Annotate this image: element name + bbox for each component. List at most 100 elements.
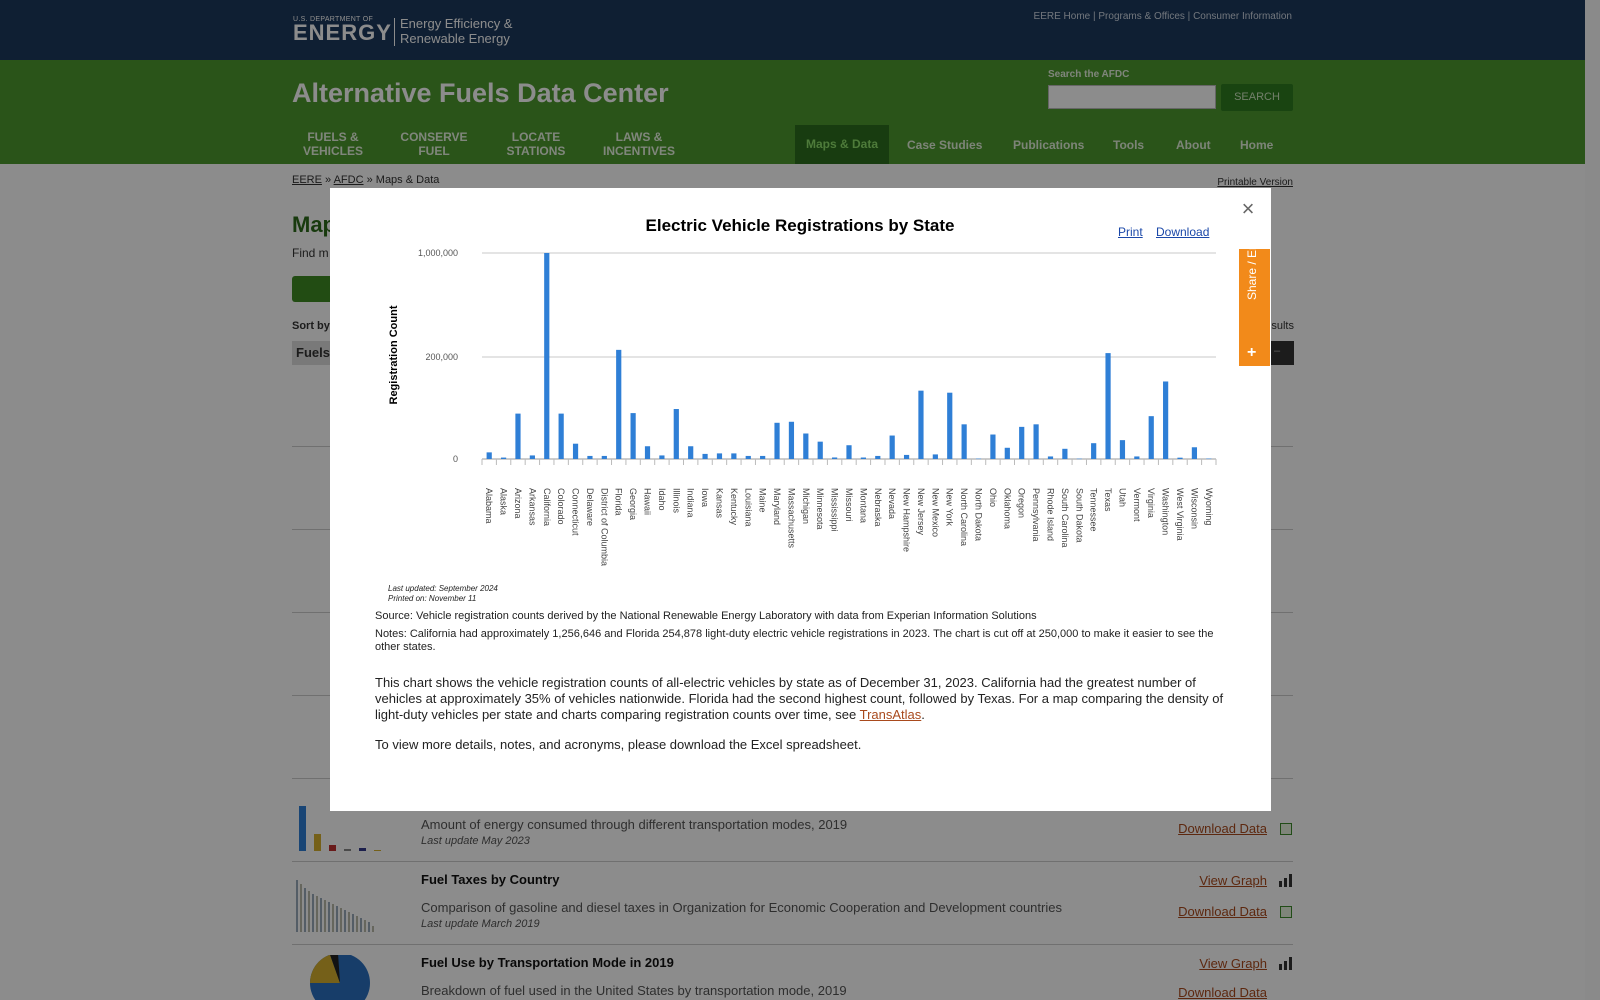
x-tick-label: Texas bbox=[1103, 488, 1113, 512]
nav-label-line: STATIONS bbox=[506, 144, 566, 158]
bar bbox=[616, 349, 622, 459]
page-scrollbar[interactable] bbox=[1585, 0, 1600, 1000]
spreadsheet-icon[interactable] bbox=[1280, 906, 1292, 918]
nav-label-line: FUEL bbox=[418, 144, 450, 158]
list-divider bbox=[292, 944, 1293, 945]
search-input[interactable] bbox=[1048, 85, 1216, 109]
item-title[interactable]: Fuel Use by Transportation Mode in 2019 bbox=[421, 955, 674, 970]
bar-chart-icon[interactable] bbox=[1278, 874, 1292, 887]
print-link[interactable]: Print bbox=[1118, 225, 1143, 239]
nav-tools[interactable]: Tools bbox=[1113, 138, 1145, 152]
x-tick-label: Washington bbox=[1161, 488, 1171, 535]
bar bbox=[500, 457, 507, 459]
x-tick-label: District of Columbia bbox=[599, 488, 609, 566]
chart-description-2: To view more details, notes, and acronym… bbox=[375, 737, 862, 752]
bar bbox=[1134, 456, 1140, 459]
filter-button[interactable] bbox=[292, 276, 332, 302]
nav-conserve-fuel[interactable]: CONSERVE FUEL bbox=[398, 130, 470, 158]
x-tick-label: Maine bbox=[758, 488, 768, 513]
transatlas-link[interactable]: TransAtlas bbox=[859, 707, 922, 722]
bar bbox=[529, 455, 535, 459]
x-tick-label: Alaska bbox=[499, 488, 509, 515]
breadcrumb: EERE » AFDC » Maps & Data bbox=[292, 174, 440, 186]
logo-divider bbox=[394, 18, 395, 46]
printed-on-text: Printed on: November 11 bbox=[388, 594, 477, 603]
nav-about[interactable]: About bbox=[1176, 138, 1211, 152]
site-title[interactable]: Alternative Fuels Data Center bbox=[292, 78, 669, 108]
printable-version-link[interactable]: Printable Version bbox=[1217, 177, 1293, 188]
download-data-link[interactable]: Download Data bbox=[1178, 985, 1267, 1000]
y-tick-label: 1,000,000 bbox=[418, 248, 458, 258]
item-description: Amount of energy consumed through differ… bbox=[421, 817, 848, 832]
view-graph-link[interactable]: View Graph bbox=[1199, 873, 1267, 888]
view-graph-link[interactable]: View Graph bbox=[1199, 956, 1267, 971]
bar bbox=[558, 413, 564, 459]
bar bbox=[702, 453, 708, 459]
chart-description: This chart shows the vehicle registratio… bbox=[375, 675, 1235, 723]
x-tick-label: California bbox=[542, 488, 552, 526]
download-data-link[interactable]: Download Data bbox=[1178, 904, 1267, 919]
nav-case-studies[interactable]: Case Studies bbox=[907, 138, 983, 152]
nav-publications[interactable]: Publications bbox=[1013, 138, 1085, 152]
bar bbox=[875, 455, 881, 459]
thumbnail-fuel-taxes[interactable] bbox=[294, 876, 386, 936]
nav-locate-stations[interactable]: LOCATE STATIONS bbox=[504, 130, 568, 158]
bar bbox=[947, 392, 953, 459]
description-end: . bbox=[921, 707, 925, 722]
sort-by-label: Sort by bbox=[292, 320, 330, 332]
bar bbox=[903, 454, 910, 459]
x-tick-label: Kansas bbox=[714, 488, 724, 519]
eere-home-link[interactable]: EERE Home bbox=[1033, 11, 1091, 22]
bar bbox=[716, 453, 723, 459]
item-title[interactable]: Fuel Taxes by Country bbox=[421, 872, 560, 887]
x-tick-label: Florida bbox=[614, 488, 624, 516]
programs-offices-link[interactable]: Programs & Offices bbox=[1098, 11, 1185, 22]
close-icon[interactable]: × bbox=[1241, 196, 1255, 221]
thumbnail-fuel-use-pie[interactable] bbox=[294, 955, 386, 1000]
bar bbox=[486, 452, 492, 459]
eere-logo-text[interactable]: Energy Efficiency & Renewable Energy bbox=[400, 16, 530, 46]
bar bbox=[975, 458, 982, 460]
nav-maps-data[interactable]: Maps & Data bbox=[795, 125, 889, 164]
nav-laws-incentives[interactable]: LAWS & INCENTIVES bbox=[601, 130, 677, 158]
search-button[interactable]: SEARCH bbox=[1221, 84, 1293, 111]
breadcrumb-afdc[interactable]: AFDC bbox=[333, 174, 364, 186]
x-tick-label: North Dakota bbox=[974, 488, 984, 541]
nav-label-line: LOCATE bbox=[511, 130, 561, 144]
x-tick-label: Illinois bbox=[671, 488, 681, 514]
x-tick-label: Virginia bbox=[1146, 488, 1156, 518]
last-updated-text: Last updated: September 2024 bbox=[388, 584, 498, 593]
bar bbox=[1062, 448, 1068, 459]
share-embed-tab[interactable]: + bbox=[1239, 249, 1270, 366]
x-tick-label: Ohio bbox=[988, 488, 998, 507]
bar-chart-icon[interactable] bbox=[1278, 957, 1292, 970]
nav-home[interactable]: Home bbox=[1240, 138, 1274, 152]
bar bbox=[630, 413, 636, 459]
x-tick-label: Nevada bbox=[887, 488, 897, 519]
x-tick-label: Massachusetts bbox=[786, 488, 796, 549]
x-tick-label: Colorado bbox=[556, 488, 566, 525]
sort-fuels-tab[interactable]: Fuels bbox=[292, 341, 332, 365]
bar bbox=[1091, 443, 1097, 459]
x-tick-label: Michigan bbox=[801, 488, 811, 524]
x-tick-label: Rhode Island bbox=[1045, 488, 1055, 541]
bar bbox=[832, 457, 838, 459]
chart-title: Electric Vehicle Registrations by State bbox=[645, 216, 955, 235]
nav-fuels-vehicles[interactable]: FUELS & VEHICLES bbox=[303, 130, 363, 158]
thumbnail-energy-by-mode[interactable] bbox=[294, 804, 386, 854]
breadcrumb-eere[interactable]: EERE bbox=[292, 174, 322, 186]
download-data-link[interactable]: Download Data bbox=[1178, 821, 1267, 836]
doe-logo-small-text: U.S. DEPARTMENT OF bbox=[293, 16, 374, 23]
x-tick-label: South Dakota bbox=[1074, 488, 1084, 543]
bar bbox=[1177, 457, 1183, 459]
notes-note: Notes: California had approximately 1,25… bbox=[375, 628, 1214, 653]
results-count: sults bbox=[1271, 320, 1294, 332]
bar bbox=[659, 455, 665, 459]
bar bbox=[860, 457, 866, 459]
consumer-information-link[interactable]: Consumer Information bbox=[1193, 11, 1292, 22]
spreadsheet-icon[interactable] bbox=[1280, 823, 1292, 835]
doe-logo[interactable]: U.S. DEPARTMENT OF ENERGY bbox=[293, 16, 392, 44]
download-link[interactable]: Download bbox=[1156, 225, 1210, 239]
bar bbox=[846, 445, 852, 459]
bar bbox=[644, 446, 651, 459]
